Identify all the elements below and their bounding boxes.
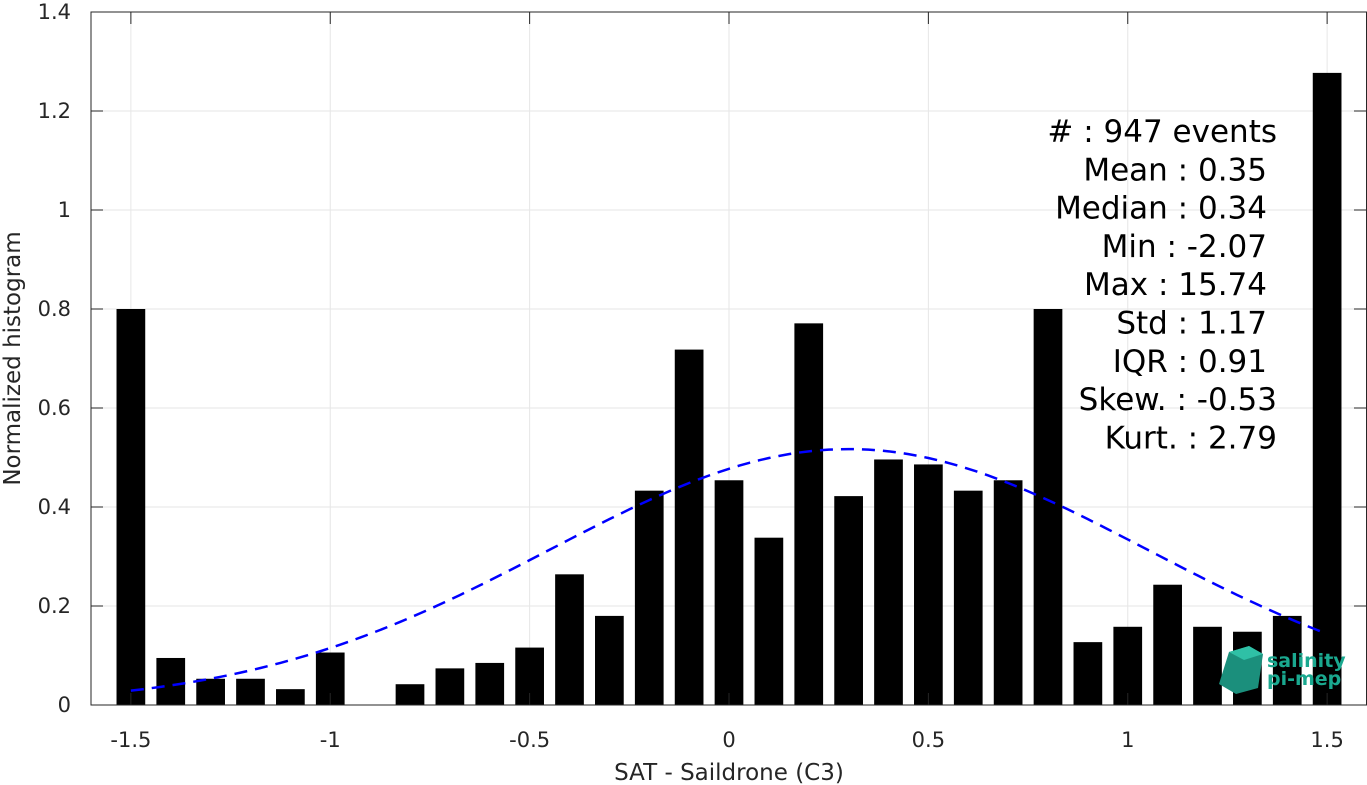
stat-std: Std : 1.17 [1116, 306, 1267, 342]
stat-kurtosis: Kurt. : 2.79 [1105, 420, 1277, 456]
histogram-bar [914, 464, 943, 705]
histogram-bar [196, 678, 225, 705]
y-tick-label: 0 [58, 693, 71, 717]
histogram-bar [395, 684, 425, 705]
y-tick-label: 1.4 [38, 0, 71, 24]
logo-cube-icon [1219, 646, 1263, 694]
x-tick-label: -1.5 [110, 728, 151, 752]
logo-text-salinity: salinity [1267, 650, 1346, 672]
x-tick-label: 1.5 [1310, 728, 1343, 752]
logo-cube-top [1229, 646, 1263, 660]
histogram-bar [874, 459, 903, 705]
histogram-bar [953, 490, 983, 705]
histogram-bar [674, 349, 704, 705]
stat-count: # : 947 events [1047, 114, 1277, 150]
histogram-bar [276, 689, 305, 705]
axis-ticks [91, 11, 1366, 706]
x-axis-label: SAT - Saildrone (C3) [614, 760, 844, 785]
x-tick-label: -1 [320, 728, 341, 752]
histogram-bar [834, 496, 863, 705]
histogram-bar [435, 668, 465, 705]
histogram-bar [116, 309, 146, 705]
salinity-pimep-logo: salinity pi-mep [1219, 646, 1346, 694]
histogram-bar [475, 662, 505, 705]
histogram-bar [1073, 642, 1103, 705]
histogram-bar [634, 490, 664, 705]
statistics-summary: # : 947 events Mean : 0.35 Median : 0.34… [1047, 114, 1277, 456]
x-tick-label: -0.5 [509, 728, 550, 752]
x-tick-label: 0.5 [912, 728, 945, 752]
histogram-bar [595, 615, 624, 705]
histogram-bars [116, 72, 1342, 705]
histogram-bar [1312, 72, 1342, 705]
x-tick-label: 1 [1121, 728, 1134, 752]
y-tick-label: 0.6 [38, 396, 71, 420]
histogram-bar [1113, 626, 1143, 705]
y-tick-label: 0.2 [38, 594, 71, 618]
histogram-bar [714, 480, 744, 705]
x-tick-label: 0 [722, 728, 735, 752]
histogram-bar [555, 574, 584, 705]
stat-skewness: Skew. : -0.53 [1079, 382, 1277, 418]
stat-max: Max : 15.74 [1084, 267, 1267, 303]
histogram-bar [156, 657, 186, 705]
stat-mean: Mean : 0.35 [1083, 152, 1267, 188]
y-tick-label: 0.8 [38, 297, 71, 321]
histogram-bar [236, 678, 265, 705]
histogram-bar [1153, 584, 1182, 705]
y-tick-labels: 0 0.2 0.4 0.6 0.8 1 1.2 1.4 [38, 0, 71, 717]
histogram-bar [794, 323, 824, 705]
y-tick-label: 1 [58, 198, 71, 222]
histogram-bar [1272, 615, 1302, 705]
histogram-bar [754, 537, 784, 705]
y-tick-label: 0.4 [38, 495, 71, 519]
y-axis-label: Normalized histogram [0, 231, 26, 485]
stat-min: Min : -2.07 [1102, 229, 1267, 265]
logo-text-pimep: pi-mep [1267, 668, 1341, 690]
stat-median: Median : 0.34 [1055, 191, 1267, 227]
y-tick-label: 1.2 [38, 99, 71, 123]
x-tick-labels: -1.5 -1 -0.5 0 0.5 1 1.5 [110, 728, 1343, 752]
histogram-bar [993, 480, 1023, 705]
stat-iqr: IQR : 0.91 [1113, 344, 1267, 380]
gaussian-fit-curve [130, 447, 1328, 692]
histogram-bar [1193, 626, 1222, 705]
histogram-bar [1033, 309, 1063, 705]
